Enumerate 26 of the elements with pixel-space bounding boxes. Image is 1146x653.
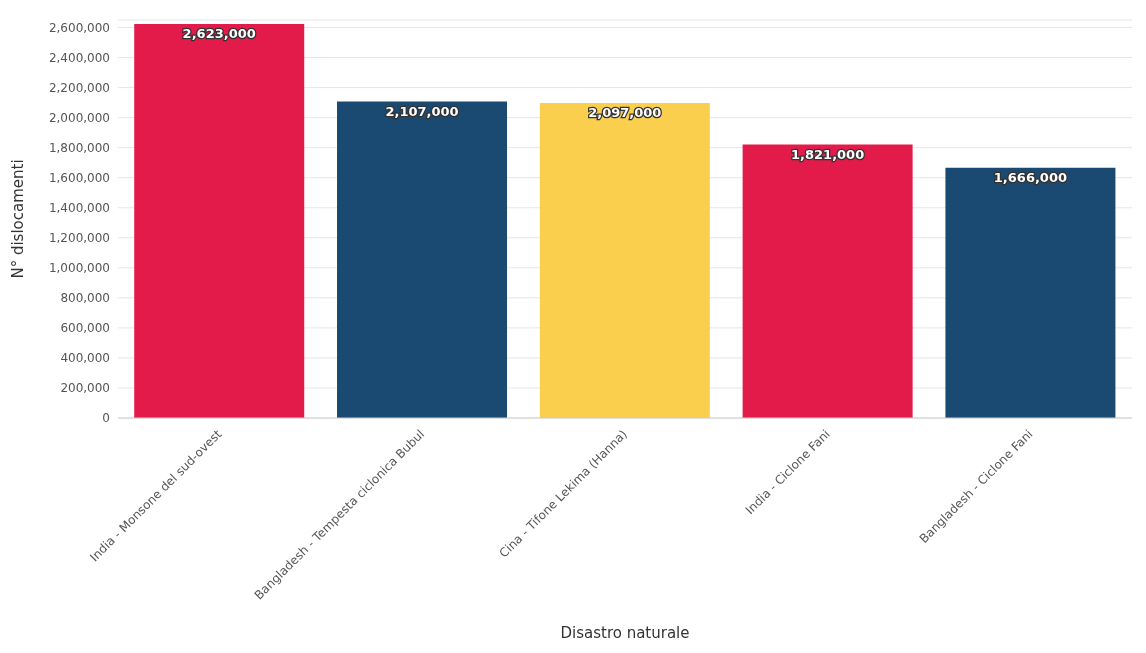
bar <box>945 167 1116 418</box>
data-label: 1,821,000 <box>791 146 865 162</box>
bar <box>134 24 305 418</box>
y-axis-title: N° dislocamenti <box>9 159 28 279</box>
y-tick-label: 200,000 <box>60 381 110 396</box>
y-tick-label: 2,000,000 <box>48 110 110 125</box>
bar <box>539 103 710 418</box>
bar <box>337 101 508 418</box>
y-tick-label: 800,000 <box>60 291 110 306</box>
x-axis-title: Disastro naturale <box>560 624 690 642</box>
y-tick-label: 400,000 <box>60 351 110 366</box>
y-tick-label: 2,200,000 <box>48 80 110 95</box>
y-tick-label: 1,200,000 <box>48 231 110 246</box>
y-tick-label: 1,600,000 <box>48 170 110 185</box>
data-label: 2,107,000 <box>385 103 459 119</box>
y-tick-label: 0 <box>102 411 110 426</box>
y-tick-label: 600,000 <box>60 321 110 336</box>
bar <box>742 144 913 418</box>
y-tick-label: 2,400,000 <box>48 50 110 65</box>
data-label: 2,097,000 <box>588 105 662 121</box>
y-tick-label: 1,400,000 <box>48 201 110 215</box>
data-label: 2,623,000 <box>182 26 256 42</box>
y-tick-label: 1,800,000 <box>48 140 110 155</box>
data-label: 1,666,000 <box>993 170 1068 186</box>
y-tick-label: 2,600,000 <box>48 20 110 35</box>
y-tick-label: 1,000,000 <box>48 261 110 276</box>
